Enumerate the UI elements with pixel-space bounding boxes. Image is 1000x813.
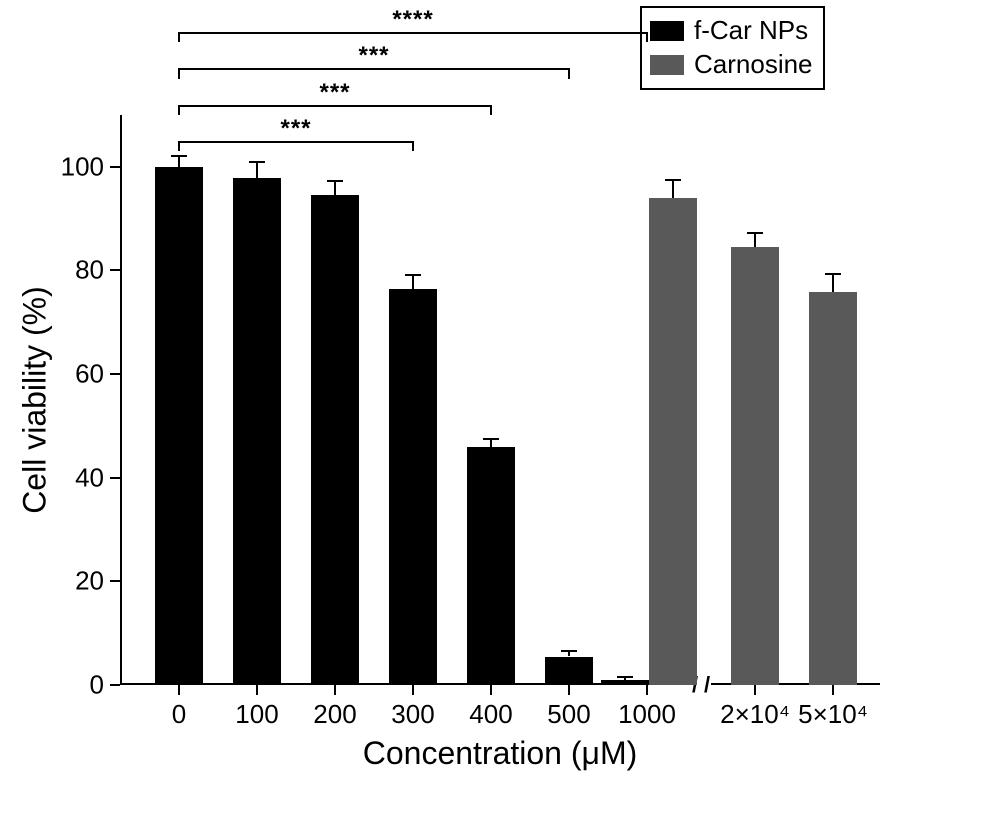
bar-fcar [601,680,649,685]
legend-item: f-Car NPs [650,14,813,48]
legend: f-Car NPsCarnosine [640,6,825,90]
bar-fcar [155,167,203,685]
x-tick [412,685,414,695]
x-tick-label: 300 [391,699,434,730]
significance-stars: **** [392,6,433,34]
error-bar [832,274,834,292]
error-bar [490,439,492,447]
x-tick [256,685,258,695]
significance-bracket [646,32,648,42]
plot-area: //020406080100010020030040050010002×10⁴5… [120,115,880,685]
error-cap [405,274,421,276]
bar-carnosine [809,292,857,685]
x-tick [490,685,492,695]
x-tick-label: 2×10⁴ [720,699,790,730]
significance-bracket [178,141,180,151]
y-tick [110,373,120,375]
error-cap [249,161,265,163]
error-bar [412,275,414,288]
y-tick [110,477,120,479]
error-bar [256,162,258,179]
bar-fcar [545,657,593,686]
significance-bracket [568,68,570,78]
bar-fcar [311,195,359,685]
error-cap [665,179,681,181]
error-bar [672,180,674,198]
legend-label: f-Car NPs [694,14,808,48]
error-cap [747,232,763,234]
error-cap [327,180,343,182]
x-tick-label: 5×10⁴ [798,699,868,730]
error-cap [617,676,633,678]
significance-stars: *** [280,115,311,143]
figure: f-Car NPsCarnosine //0204060801000100200… [0,0,1000,813]
x-tick-label: 200 [313,699,356,730]
bar-fcar [389,289,437,685]
y-axis-label: Cell viability (%) [17,286,54,514]
significance-bracket [178,105,180,115]
y-tick-label: 0 [44,670,104,701]
error-cap [825,273,841,275]
significance-bracket [490,105,492,115]
error-bar [178,156,180,166]
significance-bracket [178,32,180,42]
legend-item: Carnosine [650,48,813,82]
x-tick [646,685,648,695]
y-tick-label: 20 [44,566,104,597]
y-tick [110,269,120,271]
y-tick [110,580,120,582]
bar-fcar [467,447,515,685]
error-cap [483,438,499,440]
y-tick-label: 80 [44,255,104,286]
x-tick [568,685,570,695]
error-cap [171,155,187,157]
y-tick [110,166,120,168]
significance-stars: *** [358,42,389,70]
y-tick-label: 100 [44,151,104,182]
x-tick [754,685,756,695]
error-cap [561,650,577,652]
bar-carnosine [649,198,697,685]
legend-label: Carnosine [694,48,813,82]
bar-carnosine [731,247,779,685]
x-tick-label: 400 [469,699,512,730]
significance-stars: *** [319,79,350,107]
x-tick [178,685,180,695]
x-tick-label: 0 [172,699,186,730]
x-tick-label: 100 [235,699,278,730]
legend-swatch [650,55,684,75]
error-bar [754,233,756,248]
bar-fcar [233,178,281,685]
x-tick [334,685,336,695]
significance-bracket [412,141,414,151]
x-axis-label: Concentration (μM) [363,735,638,772]
error-bar [334,181,336,195]
x-tick-label: 1000 [618,699,676,730]
x-tick [832,685,834,695]
y-tick [110,684,120,686]
x-tick-label: 500 [547,699,590,730]
y-axis-line [120,115,122,685]
significance-bracket [178,68,180,78]
legend-swatch [650,21,684,41]
